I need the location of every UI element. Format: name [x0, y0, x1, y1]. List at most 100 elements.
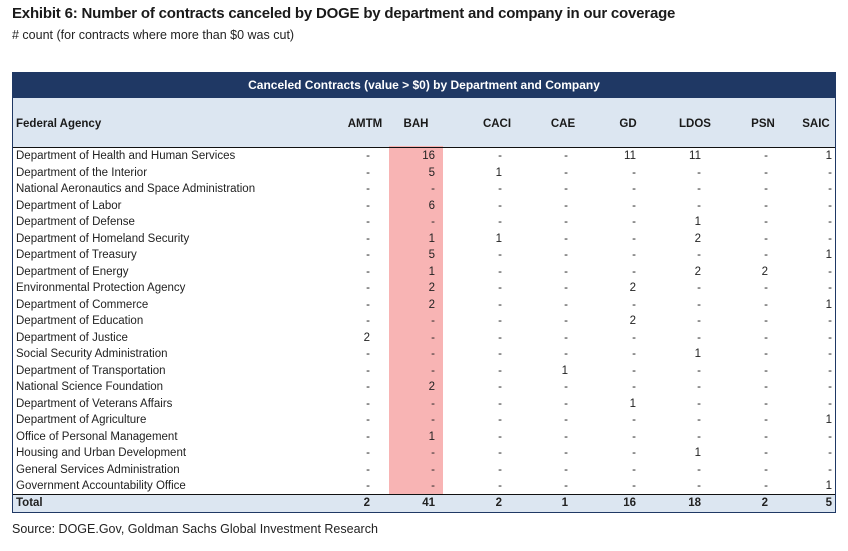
- cell-ldos: 1: [694, 447, 701, 459]
- table-row: Department of Veterans Affairs - - - - 1 - - -: [13, 396, 835, 413]
- cell-ldos: -: [697, 430, 701, 443]
- cell-saic: -: [828, 430, 832, 443]
- cell-ldos: -: [697, 282, 701, 294]
- cell-ldos: -: [697, 166, 701, 179]
- cell-saic: -: [828, 282, 832, 294]
- table-header: [13, 98, 835, 148]
- cell-gd: 11: [624, 150, 636, 162]
- cell-bah: 5: [428, 166, 435, 179]
- exhibit-subtitle: # count (for contracts where more than $…: [12, 28, 295, 42]
- agency-name: National Science Foundation: [16, 381, 164, 393]
- cell-cae: -: [564, 348, 568, 360]
- cell-bah: -: [431, 315, 435, 327]
- cell-bah: -: [431, 183, 435, 195]
- agency-name: National Aeronautics and Space Administr…: [16, 183, 256, 195]
- cell-bah: -: [431, 463, 435, 476]
- agency-name: Social Security Administration: [16, 348, 168, 360]
- cell-caci: -: [498, 381, 502, 393]
- agency-name: Department of Health and Human Services: [16, 150, 236, 162]
- cell-caci: -: [498, 348, 502, 360]
- cell-cae: -: [564, 447, 568, 459]
- table-row: Office of Personal Management - 1 - - - - - -: [13, 429, 835, 446]
- column-header-caci: CACI: [482, 118, 512, 130]
- cell-gd: -: [632, 249, 636, 261]
- cell-psn: -: [764, 381, 768, 393]
- cell-saic: -: [828, 265, 832, 278]
- bah-highlight-column: [389, 146, 443, 494]
- column-header-cae: CAE: [550, 118, 576, 130]
- table-row: Department of Homeland Security - 1 1 - - 2 - -: [13, 231, 835, 248]
- table-banner: Canceled Contracts (value > $0) by Depar…: [13, 73, 835, 98]
- cell-bah: 1: [428, 430, 435, 443]
- cell-bah: -: [431, 216, 435, 228]
- cell-cae: -: [564, 414, 568, 426]
- table-row: Government Accountability Office - - - - - - - 1: [13, 478, 835, 495]
- cell-caci: -: [498, 463, 502, 476]
- cell-psn: -: [764, 282, 768, 294]
- total-psn: 2: [761, 497, 768, 509]
- cell-amtm: -: [366, 348, 370, 360]
- cell-gd: -: [632, 183, 636, 195]
- cell-bah: 2: [428, 282, 435, 294]
- cell-saic: 1: [825, 298, 832, 311]
- cell-ldos: 2: [694, 265, 701, 278]
- agency-name: Environmental Protection Agency: [16, 282, 186, 294]
- table-row: Department of Energy - 1 - - - 2 2 -: [13, 264, 835, 281]
- cell-bah: -: [431, 480, 435, 492]
- cell-caci: -: [498, 430, 502, 443]
- cell-gd: -: [632, 447, 636, 459]
- cell-gd: 2: [629, 315, 636, 327]
- cell-cae: -: [564, 282, 568, 294]
- cell-ldos: -: [697, 364, 701, 377]
- cell-saic: -: [828, 381, 832, 393]
- cell-psn: -: [764, 447, 768, 459]
- cell-ldos: 2: [694, 232, 701, 245]
- cell-saic: -: [828, 348, 832, 360]
- cell-caci: -: [498, 480, 502, 492]
- cell-cae: -: [564, 430, 568, 443]
- cell-gd: -: [632, 216, 636, 228]
- cell-gd: -: [632, 430, 636, 443]
- cell-psn: -: [764, 364, 768, 377]
- cell-caci: -: [498, 216, 502, 228]
- cell-amtm: -: [366, 480, 370, 492]
- table-row: Department of Education - - - - 2 - - -: [13, 313, 835, 330]
- cell-gd: -: [632, 348, 636, 360]
- cell-bah: 5: [428, 249, 435, 261]
- cell-amtm: -: [366, 183, 370, 195]
- table-row: Environmental Protection Agency - 2 - - 2 - - -: [13, 280, 835, 297]
- cell-caci: -: [498, 282, 502, 294]
- table-row: Department of Commerce - 2 - - - - - 1: [13, 297, 835, 314]
- cell-amtm: -: [366, 249, 370, 261]
- table-row: Department of Transportation - - - 1 - - - -: [13, 363, 835, 380]
- cell-caci: -: [498, 249, 502, 261]
- agency-name: Department of Agriculture: [16, 414, 147, 426]
- table-row: National Aeronautics and Space Administr…: [13, 181, 835, 198]
- cell-cae: -: [564, 315, 568, 327]
- total-divider: [13, 494, 835, 495]
- total-ldos: 18: [688, 497, 701, 509]
- cell-ldos: -: [697, 199, 701, 212]
- cell-caci: 1: [495, 166, 502, 179]
- cell-gd: -: [632, 480, 636, 492]
- cell-ldos: -: [697, 381, 701, 393]
- cell-psn: -: [764, 232, 768, 245]
- cell-cae: -: [564, 216, 568, 228]
- row-header-label: Federal Agency: [16, 118, 102, 130]
- cell-bah: -: [431, 414, 435, 426]
- column-header-amtm: AMTM: [347, 118, 383, 130]
- cell-gd: -: [632, 331, 636, 344]
- cell-gd: -: [632, 166, 636, 179]
- table-row: Housing and Urban Development - - - - - 1 - -: [13, 445, 835, 462]
- cell-caci: -: [498, 183, 502, 195]
- cell-gd: 1: [629, 397, 636, 410]
- agency-name: General Services Administration: [16, 463, 180, 476]
- table-row: Department of Justice 2 - - - - - - -: [13, 330, 835, 347]
- total-amtm: 2: [363, 497, 370, 509]
- cell-ldos: 1: [694, 348, 701, 360]
- cell-psn: -: [764, 183, 768, 195]
- cell-gd: -: [632, 298, 636, 311]
- table-row: Department of the Interior - 5 1 - - - - -: [13, 165, 835, 182]
- cell-amtm: 2: [363, 331, 370, 344]
- cell-amtm: -: [366, 298, 370, 311]
